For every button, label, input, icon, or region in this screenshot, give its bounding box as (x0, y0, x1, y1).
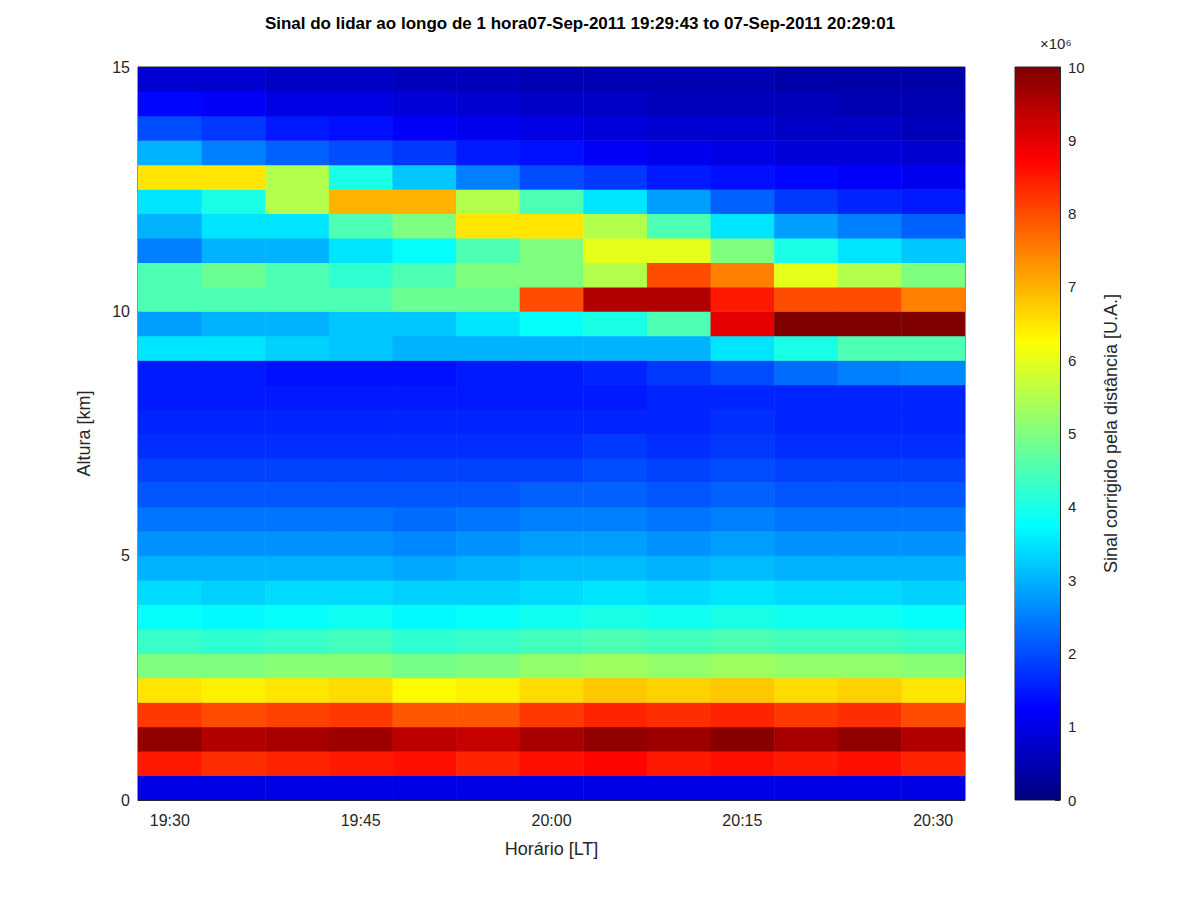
svg-text:Sinal corrigido pela distância: Sinal corrigido pela distância [U.A.] (1101, 294, 1121, 573)
svg-text:19:30: 19:30 (150, 812, 190, 829)
svg-text:4: 4 (1068, 498, 1076, 515)
svg-text:Altura [km]: Altura [km] (74, 390, 94, 476)
svg-text:5: 5 (1068, 425, 1076, 442)
svg-text:10: 10 (112, 303, 130, 320)
svg-text:8: 8 (1068, 205, 1076, 222)
svg-text:×10⁶: ×10⁶ (1040, 35, 1072, 52)
svg-text:2: 2 (1068, 645, 1076, 662)
svg-text:7: 7 (1068, 278, 1076, 295)
svg-text:19:45: 19:45 (341, 812, 381, 829)
svg-text:20:30: 20:30 (913, 812, 953, 829)
svg-text:0: 0 (121, 792, 130, 809)
svg-text:0: 0 (1068, 792, 1076, 809)
svg-text:5: 5 (121, 547, 130, 564)
svg-text:15: 15 (112, 59, 130, 76)
svg-text:9: 9 (1068, 132, 1076, 149)
svg-text:Sinal do lidar ao longo de 1 h: Sinal do lidar ao longo de 1 hora07-Sep-… (265, 14, 895, 33)
svg-text:10: 10 (1068, 59, 1085, 76)
svg-text:6: 6 (1068, 352, 1076, 369)
svg-text:Horário [LT]: Horário [LT] (505, 839, 599, 859)
svg-text:3: 3 (1068, 572, 1076, 589)
svg-text:1: 1 (1068, 718, 1076, 735)
svg-text:20:15: 20:15 (722, 812, 762, 829)
svg-text:20:00: 20:00 (531, 812, 571, 829)
